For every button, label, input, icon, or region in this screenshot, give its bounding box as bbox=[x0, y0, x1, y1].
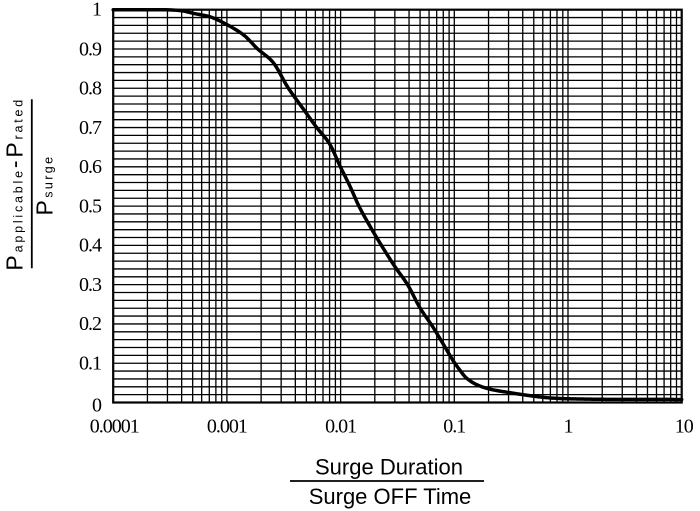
svg-text:0.0001: 0.0001 bbox=[90, 416, 139, 438]
svg-text:Psurge: Psurge bbox=[32, 154, 58, 215]
svg-text:0.001: 0.001 bbox=[207, 416, 247, 438]
svg-text:Surge Duration: Surge Duration bbox=[315, 454, 463, 479]
svg-text:0.7: 0.7 bbox=[79, 117, 102, 139]
svg-text:1: 1 bbox=[564, 416, 573, 438]
svg-text:0.2: 0.2 bbox=[79, 313, 101, 335]
svg-text:0.6: 0.6 bbox=[79, 156, 102, 178]
svg-text:0.01: 0.01 bbox=[325, 416, 356, 438]
svg-text:Papplicable-Prated: Papplicable-Prated bbox=[2, 97, 28, 271]
svg-text:0.1: 0.1 bbox=[79, 353, 101, 375]
svg-text:10: 10 bbox=[675, 416, 694, 438]
svg-text:0.4: 0.4 bbox=[79, 235, 102, 257]
svg-text:0.1: 0.1 bbox=[443, 416, 465, 438]
svg-text:Surge OFF Time: Surge OFF Time bbox=[309, 484, 472, 509]
svg-text:1: 1 bbox=[92, 0, 101, 21]
svg-text:0.3: 0.3 bbox=[79, 274, 102, 296]
svg-text:0.5: 0.5 bbox=[79, 195, 102, 217]
svg-text:0.8: 0.8 bbox=[79, 78, 102, 100]
svg-text:0: 0 bbox=[92, 394, 102, 416]
svg-text:0.9: 0.9 bbox=[79, 38, 102, 60]
